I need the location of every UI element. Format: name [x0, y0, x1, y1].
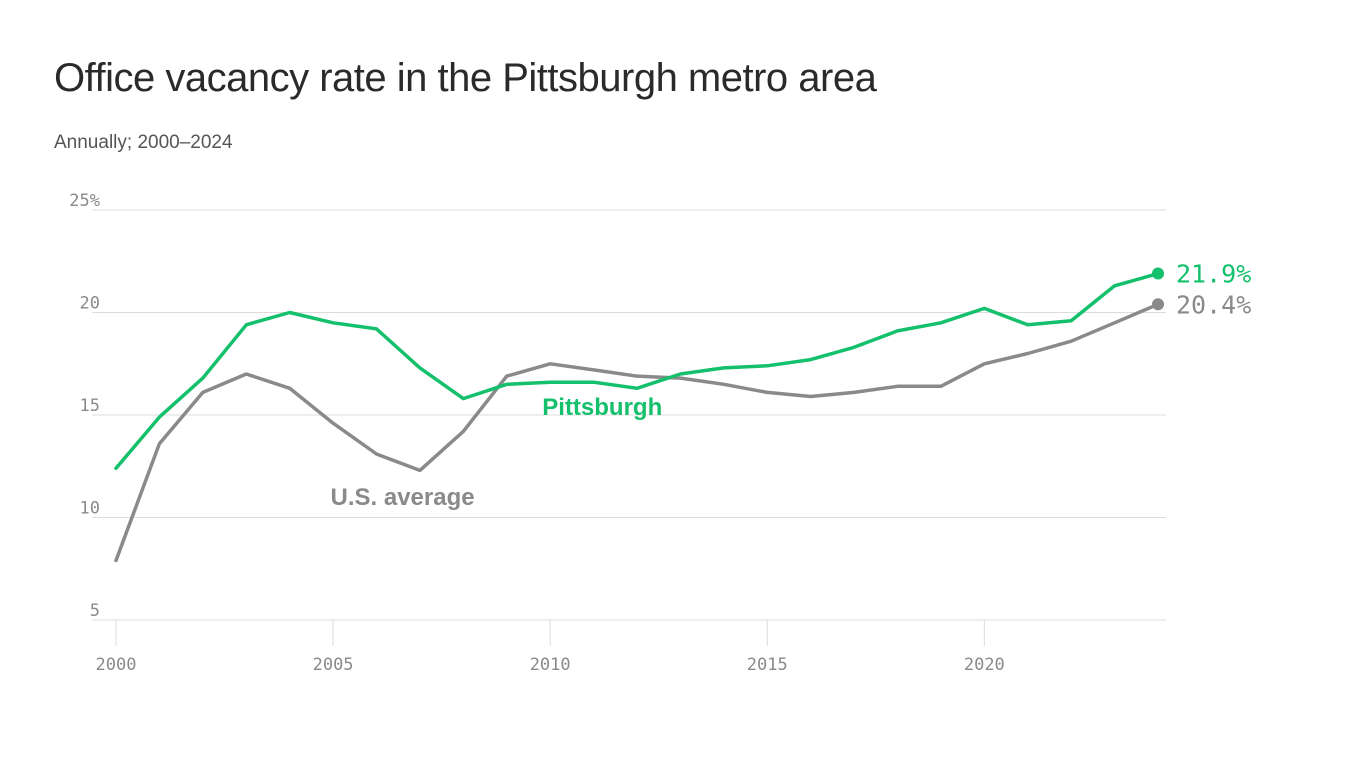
y-tick-label: 5: [90, 601, 100, 621]
x-tick-label: 2015: [747, 655, 788, 675]
chart-title: Office vacancy rate in the Pittsburgh me…: [54, 56, 877, 100]
series-line-us-average: [114, 302, 1160, 563]
series-lines: [114, 267, 1164, 563]
y-axis-ticks: 5 10 15 20 25%: [69, 191, 100, 621]
x-tick-label: 2000: [96, 655, 137, 675]
y-tick-label: 20: [80, 294, 100, 314]
gridlines: [92, 209, 1166, 621]
end-point-us-average: [1152, 298, 1164, 311]
chart-subtitle: Annually; 2000–2024: [54, 132, 233, 153]
series-name-label-us-average: U.S. average: [331, 484, 475, 511]
series-labels: 20.4%21.9% Pittsburgh U.S. average: [331, 260, 1252, 512]
y-tick-label: 10: [80, 499, 100, 519]
y-tick-label: 25%: [69, 191, 100, 211]
end-point-pittsburgh: [1152, 267, 1164, 280]
end-value-label-pittsburgh: 21.9%: [1176, 260, 1251, 289]
x-tick-label: 2010: [530, 655, 571, 675]
x-axis-ticks: 2000 2005 2010 2015 2020: [96, 620, 1005, 675]
series-name-label-pittsburgh: Pittsburgh: [542, 394, 662, 421]
series-line-pittsburgh: [114, 271, 1160, 471]
y-tick-label: 15: [80, 396, 100, 416]
x-tick-label: 2020: [964, 655, 1005, 675]
end-value-label-us-average: 20.4%: [1176, 290, 1251, 319]
x-tick-label: 2005: [313, 655, 354, 675]
